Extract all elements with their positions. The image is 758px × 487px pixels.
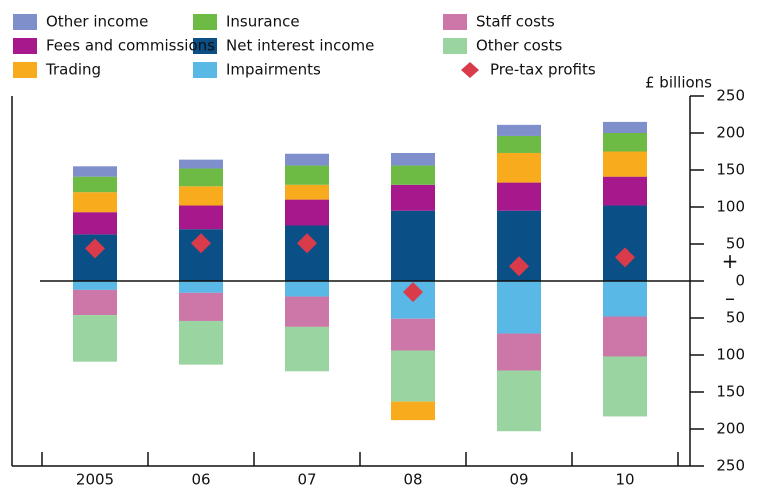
bar-segment [285, 165, 329, 185]
legend-label: Pre-tax profits [490, 61, 596, 79]
bar-segment [179, 281, 223, 293]
y-tick-label: 250 [716, 457, 745, 475]
x-tick-label: 10 [615, 471, 634, 487]
bar-segment [603, 205, 647, 281]
x-tick-label: 07 [297, 471, 316, 487]
legend-swatch [193, 62, 217, 78]
bar-segment [603, 121, 647, 133]
bar-segment [73, 289, 117, 316]
marker [191, 233, 211, 254]
bar-segment [285, 184, 329, 200]
x-tick-label: 08 [403, 471, 422, 487]
legend-swatch [461, 62, 479, 78]
bar-segment [391, 401, 435, 421]
legend-label: Other costs [476, 37, 562, 55]
legend-swatch [443, 38, 467, 54]
sign-label: + [722, 249, 739, 273]
bar-segment [179, 168, 223, 187]
legend-swatch [443, 14, 467, 30]
marker [403, 282, 423, 303]
bar-segment [391, 184, 435, 211]
bar-segment [73, 212, 117, 235]
bar-segment [179, 186, 223, 206]
y-tick-label: 100 [716, 346, 745, 364]
bar-segment [285, 326, 329, 372]
x-tick-label: 2005 [76, 471, 114, 487]
bar-segment [603, 176, 647, 206]
bar-segment [497, 182, 541, 211]
bar-segment [603, 356, 647, 417]
y-tick-label: 200 [716, 124, 745, 142]
bar-segment [73, 281, 117, 290]
bar-segment [391, 318, 435, 351]
y-tick-label: 100 [716, 198, 745, 216]
y-tick-label: 250 [716, 87, 745, 105]
bar-segment [497, 135, 541, 153]
bar-segment [497, 333, 541, 371]
bar-segment [73, 192, 117, 213]
legend-swatch [193, 14, 217, 30]
legend-swatch [13, 38, 37, 54]
bar-segment [497, 152, 541, 183]
bar-segment [497, 124, 541, 136]
y-tick-label: 150 [716, 161, 745, 179]
legend-label: Net interest income [226, 37, 374, 55]
legend-label: Fees and commissions [46, 37, 215, 55]
y-tick-label: 50 [726, 309, 745, 327]
bar-segment [391, 350, 435, 402]
bar-segment [179, 292, 223, 321]
marker [509, 256, 529, 277]
legend-swatch [13, 14, 37, 30]
bar-segment [603, 316, 647, 357]
y-tick-label: 150 [716, 383, 745, 401]
x-tick-label: 06 [191, 471, 210, 487]
bar-segment [285, 199, 329, 226]
marker [297, 233, 317, 254]
legend-label: Trading [45, 61, 101, 79]
bar-segment [179, 320, 223, 365]
bar-segment [285, 296, 329, 327]
bar-segment [285, 153, 329, 166]
legend-label: Insurance [226, 13, 300, 31]
legend-label: Other income [46, 13, 148, 31]
bar-segment [603, 151, 647, 177]
bar-segment [603, 281, 647, 317]
sign-label: – [725, 286, 735, 310]
bar-segment [497, 281, 541, 334]
marker [85, 238, 105, 259]
x-tick-label: 09 [509, 471, 528, 487]
bar-segment [73, 176, 117, 193]
y-tick-label: 50 [726, 235, 745, 253]
y-unit: £ billions [645, 74, 712, 92]
bar-segment [73, 166, 117, 177]
bar-segment [603, 133, 647, 152]
bar-segment [179, 205, 223, 230]
bar-segment [391, 165, 435, 185]
marker [615, 247, 635, 268]
legend-swatch [193, 38, 217, 54]
y-tick-label: 0 [735, 272, 745, 290]
bar-segment [179, 159, 223, 169]
bar-segment [391, 152, 435, 166]
bar-segment [497, 370, 541, 432]
legend-swatch [13, 62, 37, 78]
bar-segment [73, 315, 117, 362]
legend-label: Staff costs [476, 13, 555, 31]
y-tick-label: 200 [716, 420, 745, 438]
bar-segment [391, 210, 435, 281]
bar-segment [285, 281, 329, 297]
legend-label: Impairments [226, 61, 321, 79]
